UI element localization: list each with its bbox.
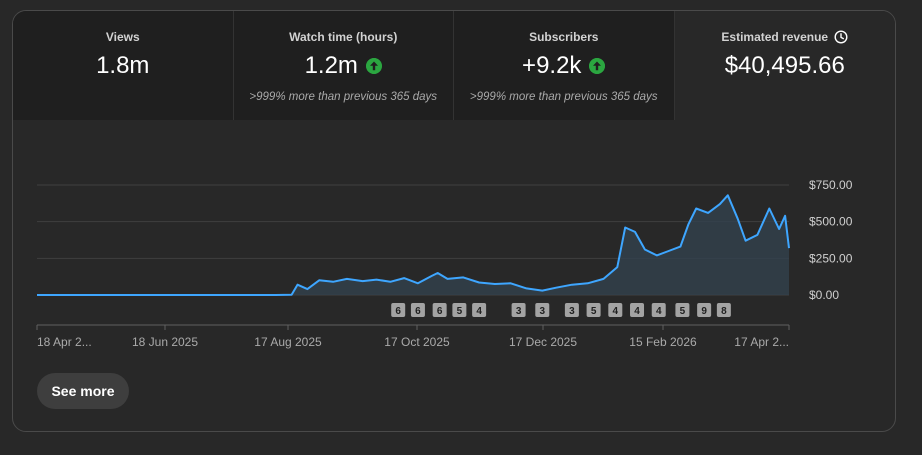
analytics-card: Views 1.8m Watch time (hours) 1.2m >999%… bbox=[12, 10, 896, 432]
x-tick-label: 17 Dec 2025 bbox=[509, 335, 577, 349]
revenue-area bbox=[37, 195, 789, 295]
metric-label: Watch time (hours) bbox=[289, 30, 398, 44]
arrow-up-icon bbox=[365, 58, 382, 74]
x-tick-label: 18 Apr 2... bbox=[37, 335, 92, 349]
video-marker bbox=[472, 303, 487, 317]
metric-comparison: >999% more than previous 365 days bbox=[469, 91, 658, 103]
video-marker bbox=[511, 303, 526, 317]
x-tick-label: 17 Oct 2025 bbox=[384, 335, 450, 349]
video-marker-count: 6 bbox=[395, 306, 401, 317]
video-marker-count: 4 bbox=[613, 306, 619, 317]
metric-value: 1.2m bbox=[304, 52, 358, 79]
video-marker bbox=[410, 303, 425, 317]
metric-views[interactable]: Views 1.8m bbox=[13, 11, 234, 120]
video-marker bbox=[391, 303, 406, 317]
video-marker-count: 5 bbox=[680, 306, 686, 317]
metric-value: 1.8m bbox=[96, 52, 150, 79]
video-marker-count: 8 bbox=[721, 306, 727, 317]
metric-comparison: >999% more than previous 365 days bbox=[249, 91, 438, 103]
video-marker bbox=[608, 303, 623, 317]
video-marker-count: 4 bbox=[634, 306, 640, 317]
revenue-chart[interactable]: $750.00 $500.00 $250.00 $0.00 6 6 6 5 4 3 3 3 5 4 4 4 5 9… bbox=[13, 120, 896, 360]
y-tick-label: $0.00 bbox=[809, 288, 839, 302]
metric-value: +9.2k bbox=[522, 52, 582, 79]
y-tick-label: $750.00 bbox=[809, 178, 853, 192]
video-marker bbox=[564, 303, 579, 317]
video-marker-count: 9 bbox=[701, 306, 707, 317]
video-marker bbox=[630, 303, 645, 317]
revenue-line bbox=[37, 194, 790, 296]
x-tick-label: 15 Feb 2026 bbox=[629, 335, 697, 349]
x-tick-label: 17 Apr 2... bbox=[734, 335, 789, 349]
metric-label: Views bbox=[105, 30, 140, 44]
video-marker-count: 4 bbox=[656, 306, 662, 317]
video-marker-count: 4 bbox=[476, 306, 482, 317]
video-marker-count: 6 bbox=[415, 306, 421, 317]
video-marker bbox=[651, 303, 666, 317]
arrow-up-icon bbox=[589, 58, 606, 74]
video-marker-count: 5 bbox=[591, 306, 597, 317]
x-tick-label: 17 Aug 2025 bbox=[254, 335, 322, 349]
y-tick-label: $500.00 bbox=[809, 215, 853, 229]
metric-label: Estimated revenue bbox=[721, 30, 829, 44]
see-more-button[interactable]: See more bbox=[37, 373, 129, 409]
video-marker bbox=[716, 303, 731, 317]
y-tick-label: $250.00 bbox=[809, 251, 853, 265]
video-marker-count: 3 bbox=[516, 306, 522, 317]
video-marker bbox=[535, 303, 550, 317]
metrics-row: Views 1.8m Watch time (hours) 1.2m >999%… bbox=[13, 11, 895, 120]
metric-subscribers[interactable]: Subscribers +9.2k >999% more than previo… bbox=[454, 11, 675, 120]
metric-label: Subscribers bbox=[529, 30, 599, 44]
clock-icon[interactable] bbox=[834, 30, 848, 44]
video-marker bbox=[432, 303, 447, 317]
video-marker bbox=[675, 303, 690, 317]
video-marker bbox=[452, 303, 467, 317]
video-marker-count: 3 bbox=[569, 306, 575, 317]
metric-watch-time[interactable]: Watch time (hours) 1.2m >999% more than … bbox=[233, 11, 454, 120]
video-marker-count: 6 bbox=[437, 306, 443, 317]
video-marker-count: 5 bbox=[457, 306, 463, 317]
video-marker-count: 3 bbox=[539, 306, 545, 317]
x-tick-label: 18 Jun 2025 bbox=[132, 335, 198, 349]
video-marker bbox=[586, 303, 601, 317]
video-marker bbox=[697, 303, 712, 317]
metric-revenue[interactable]: Estimated revenue $40,495.66 bbox=[674, 11, 895, 120]
metric-value: $40,495.66 bbox=[724, 52, 845, 79]
